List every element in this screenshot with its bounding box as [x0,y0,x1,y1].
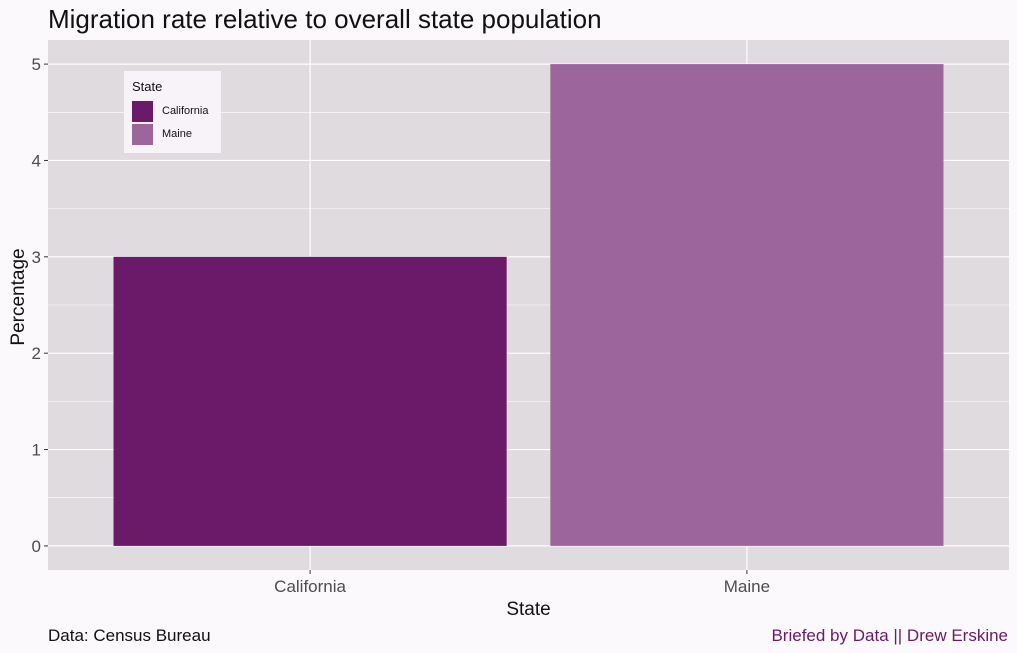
legend-item-california: California [132,101,220,123]
legend-item-maine: Maine [132,124,220,146]
y-tick-label: 1 [32,441,41,460]
y-tick-label: 5 [32,55,41,74]
x-tick-label: Maine [724,577,770,596]
y-tick-label: 4 [32,151,41,170]
legend-label-california: California [162,105,209,117]
x-axis-title: State [506,599,550,620]
data-source-caption: Data: Census Bureau [48,626,211,645]
legend-label-maine: Maine [162,128,192,140]
bar-maine [550,64,944,546]
legend-key-california [132,101,153,122]
legend-title: State [132,79,163,94]
y-tick-label: 3 [32,248,41,267]
attribution-caption: Briefed by Data || Drew Erskine [771,626,1008,645]
chart-title: Migration rate relative to overall state… [48,4,602,34]
y-tick-label: 2 [32,344,41,363]
legend: State California Maine [124,71,221,153]
bar-california [113,256,507,546]
legend-key-maine [132,124,153,145]
y-axis-title: Percentage [8,248,29,345]
y-tick-label: 0 [32,537,41,556]
x-tick-label: California [274,577,346,596]
